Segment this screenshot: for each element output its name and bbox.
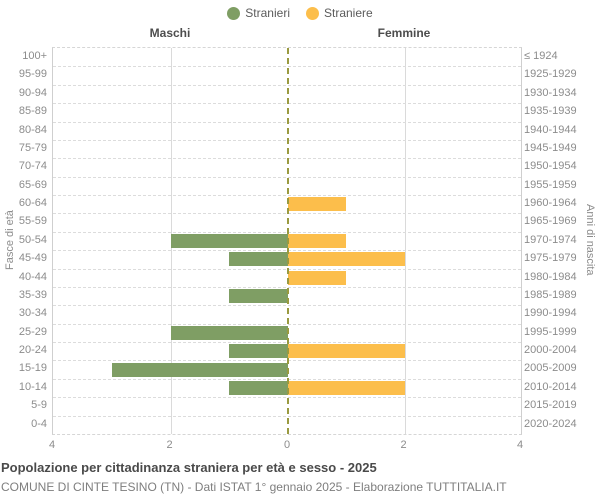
birth-year-label: 1970-1974 [524, 233, 577, 246]
birth-year-label: 1975-1979 [524, 252, 577, 265]
female-bar-50-54 [288, 234, 347, 248]
male-bar-25-29 [170, 325, 288, 340]
x-axis-tick-label: 0 [283, 439, 291, 451]
age-group-label: 15-19 [18, 362, 47, 375]
birth-year-label: 2020-2024 [524, 417, 577, 430]
females-column-header: Femmine [377, 26, 431, 40]
age-group-label: 65-69 [18, 178, 47, 191]
birth-year-label: ≤ 1924 [524, 50, 558, 62]
legend-label-straniere: Straniere [323, 6, 373, 20]
age-group-label: 35-39 [18, 288, 47, 301]
male-bar-45-49 [229, 252, 288, 267]
straniere-color-dot-icon [305, 6, 319, 20]
male-bar-15-19 [111, 362, 288, 377]
male-bar-20-24 [229, 344, 288, 359]
age-group-label: 5-9 [31, 399, 47, 412]
birth-year-label: 2015-2019 [524, 399, 577, 412]
birth-year-label: 2010-2014 [524, 380, 577, 393]
x-axis-tick-label: 4 [48, 439, 56, 451]
age-group-label: 0-4 [31, 417, 47, 430]
birth-year-label: 1995-1999 [524, 325, 577, 338]
age-group-label: 75-79 [18, 141, 47, 154]
birth-year-label: 1925-1929 [524, 68, 577, 81]
stranieri-color-dot-icon [227, 6, 241, 20]
age-group-label: 80-84 [18, 123, 47, 136]
age-group-label: 25-29 [18, 325, 47, 338]
age-group-label: 60-64 [18, 197, 47, 210]
plot-area [52, 47, 522, 435]
birth-year-label: 2005-2009 [524, 362, 577, 375]
birth-year-label: 1945-1949 [524, 141, 577, 154]
female-bar-40-44 [288, 270, 347, 285]
birth-year-label: 2000-2004 [524, 344, 577, 357]
birth-year-label: 1955-1959 [524, 178, 577, 191]
male-bar-10-14 [229, 381, 288, 396]
males-column-header: Maschi [149, 26, 191, 40]
age-group-label: 90-94 [18, 86, 47, 99]
age-group-label: 55-59 [18, 215, 47, 228]
right-axis-title: Anni di nascita [584, 204, 596, 276]
chart-subtitle: COMUNE DI CINTE TESINO (TN) - Dati ISTAT… [1, 480, 507, 494]
birth-year-label: 1930-1934 [524, 86, 577, 99]
age-group-label: 10-14 [18, 380, 47, 393]
chart-legend: Stranieri Straniere [0, 6, 600, 20]
female-bar-60-64 [288, 197, 347, 212]
legend-item-stranieri: Stranieri [227, 6, 290, 20]
legend-label-stranieri: Stranieri [245, 6, 290, 20]
x-axis-tick-label: 4 [516, 439, 524, 451]
birth-year-label: 1935-1939 [524, 105, 577, 118]
birth-year-label: 1990-1994 [524, 307, 577, 320]
birth-year-label: 1985-1989 [524, 288, 577, 301]
age-group-label: 50-54 [18, 233, 47, 246]
vertical-gridline [404, 48, 406, 434]
age-group-label: 95-99 [18, 68, 47, 81]
age-group-label: 30-34 [18, 307, 47, 320]
male-bar-50-54 [170, 234, 288, 248]
birth-year-label: 1950-1954 [524, 160, 577, 173]
legend-item-straniere: Straniere [305, 6, 373, 20]
age-group-label: 100+ [22, 50, 47, 62]
female-bar-10-14 [288, 381, 405, 396]
age-group-label: 45-49 [18, 252, 47, 265]
birth-year-label: 1940-1944 [524, 123, 577, 136]
female-bar-20-24 [288, 344, 405, 359]
female-bar-45-49 [288, 252, 405, 267]
age-group-label: 20-24 [18, 344, 47, 357]
chart-title: Popolazione per cittadinanza straniera p… [1, 460, 377, 475]
birth-year-label: 1980-1984 [524, 270, 577, 283]
x-axis-tick-label: 2 [166, 439, 173, 451]
age-group-label: 85-89 [18, 105, 47, 118]
birth-year-label: 1965-1969 [524, 215, 577, 228]
center-axis-line [287, 48, 289, 434]
age-group-label: 70-74 [18, 160, 47, 173]
age-group-label: 40-44 [18, 270, 47, 283]
male-bar-35-39 [229, 289, 288, 304]
x-axis-tick-label: 2 [400, 439, 407, 451]
birth-year-label: 1960-1964 [524, 197, 577, 210]
